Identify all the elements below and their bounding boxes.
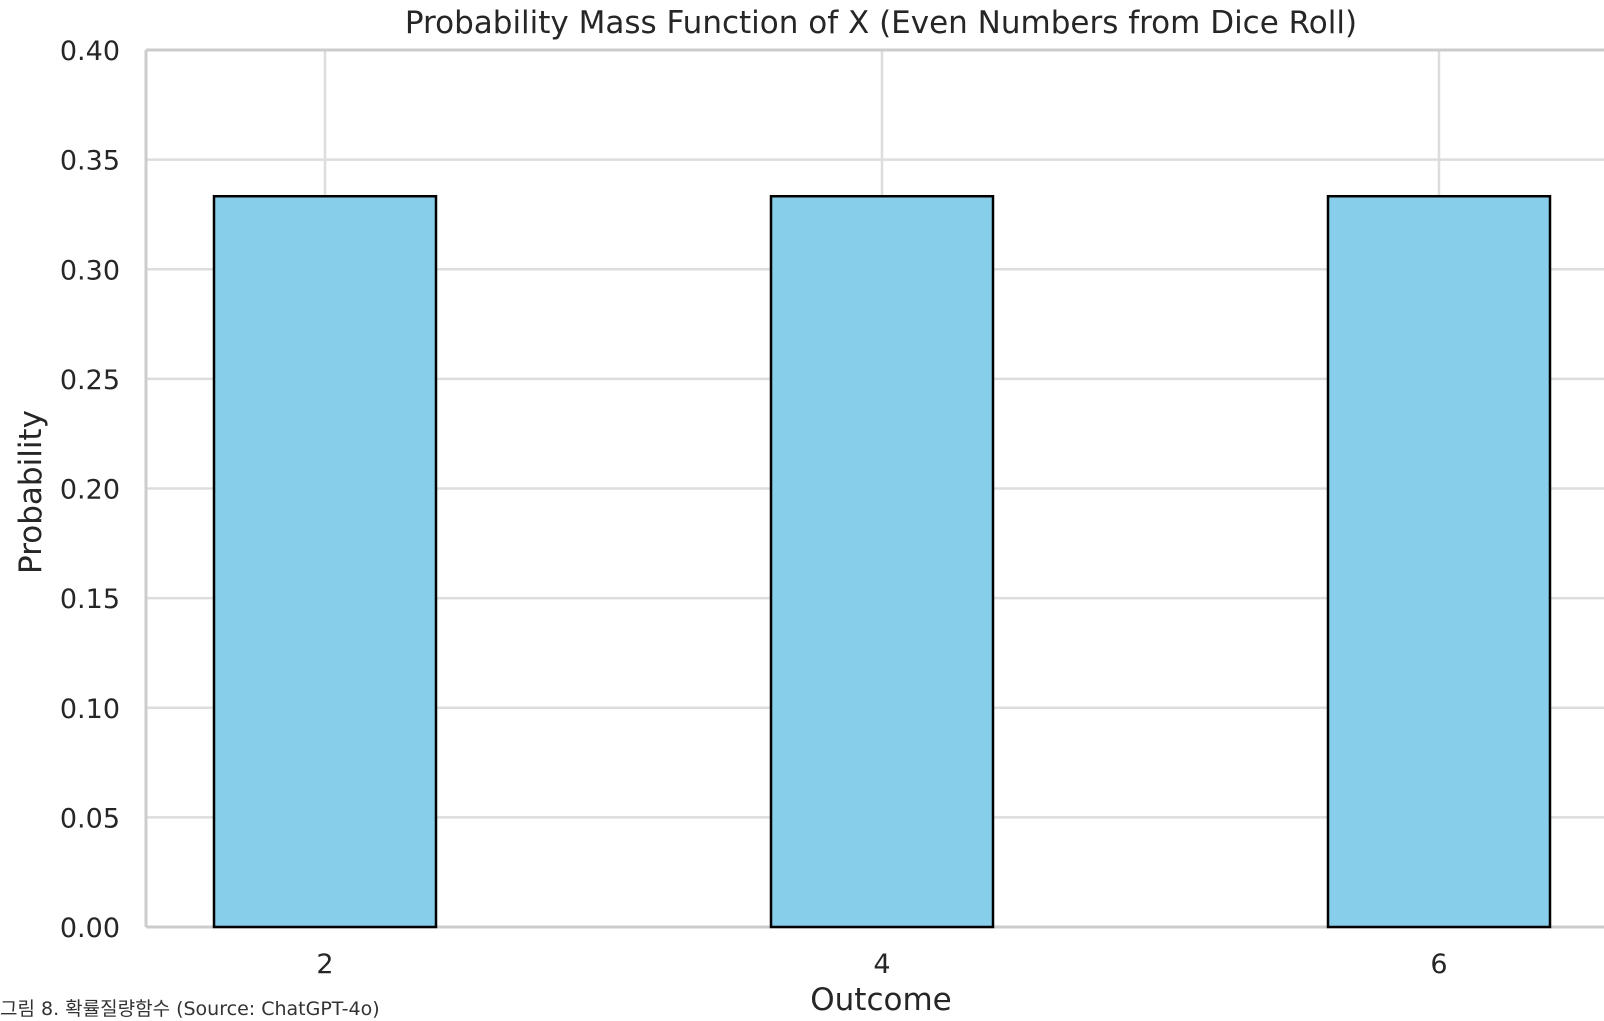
- y-axis-label: Probability: [13, 410, 49, 574]
- y-tick-label: 0.25: [60, 365, 120, 396]
- y-tick-label: 0.40: [60, 36, 120, 67]
- bar-outcome-2: [212, 194, 438, 929]
- x-tick-label: 4: [873, 949, 890, 980]
- bars: [212, 194, 1552, 929]
- y-tick-label: 0.00: [60, 913, 120, 944]
- chart-title: Probability Mass Function of X (Even Num…: [405, 5, 1357, 41]
- y-tick-label: 0.05: [60, 803, 120, 834]
- figure-caption: 그림 8. 확률질량함수 (Source: ChatGPT-4o): [0, 998, 380, 1020]
- y-tick-label: 0.35: [60, 146, 120, 177]
- bar-outcome-6: [1326, 194, 1552, 929]
- y-tick-label: 0.20: [60, 475, 120, 506]
- y-tick-label: 0.10: [60, 694, 120, 725]
- tick-labels: 0.00 0.05 0.10 0.15 0.20 0.25 0.30 0.35 0.40 2 4 6: [60, 36, 1448, 980]
- x-tick-label: 6: [1430, 949, 1447, 980]
- bar-outcome-4: [769, 194, 995, 929]
- y-tick-label: 0.15: [60, 584, 120, 615]
- x-axis-label: Outcome: [810, 982, 951, 1018]
- y-tick-label: 0.30: [60, 255, 120, 286]
- x-tick-label: 2: [316, 949, 333, 980]
